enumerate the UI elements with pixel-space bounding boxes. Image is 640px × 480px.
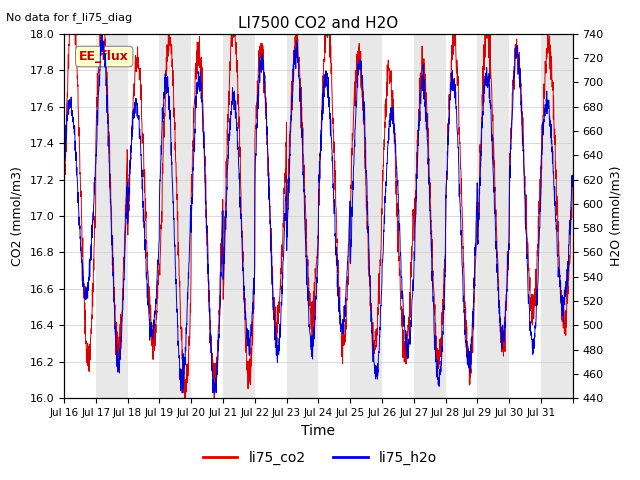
Bar — [477, 34, 509, 398]
Bar — [287, 34, 319, 398]
Bar — [223, 34, 255, 398]
Text: EE_flux: EE_flux — [79, 50, 129, 63]
Title: LI7500 CO2 and H2O: LI7500 CO2 and H2O — [238, 16, 399, 31]
Legend: li75_co2, li75_h2o: li75_co2, li75_h2o — [197, 445, 443, 471]
Text: No data for f_li75_diag: No data for f_li75_diag — [6, 12, 132, 23]
X-axis label: Time: Time — [301, 424, 335, 438]
Y-axis label: CO2 (mmol/m3): CO2 (mmol/m3) — [11, 166, 24, 266]
Bar — [159, 34, 191, 398]
Bar — [414, 34, 445, 398]
Bar — [541, 34, 573, 398]
Bar — [350, 34, 382, 398]
Y-axis label: H2O (mmol/m3): H2O (mmol/m3) — [609, 166, 622, 266]
Bar — [96, 34, 127, 398]
